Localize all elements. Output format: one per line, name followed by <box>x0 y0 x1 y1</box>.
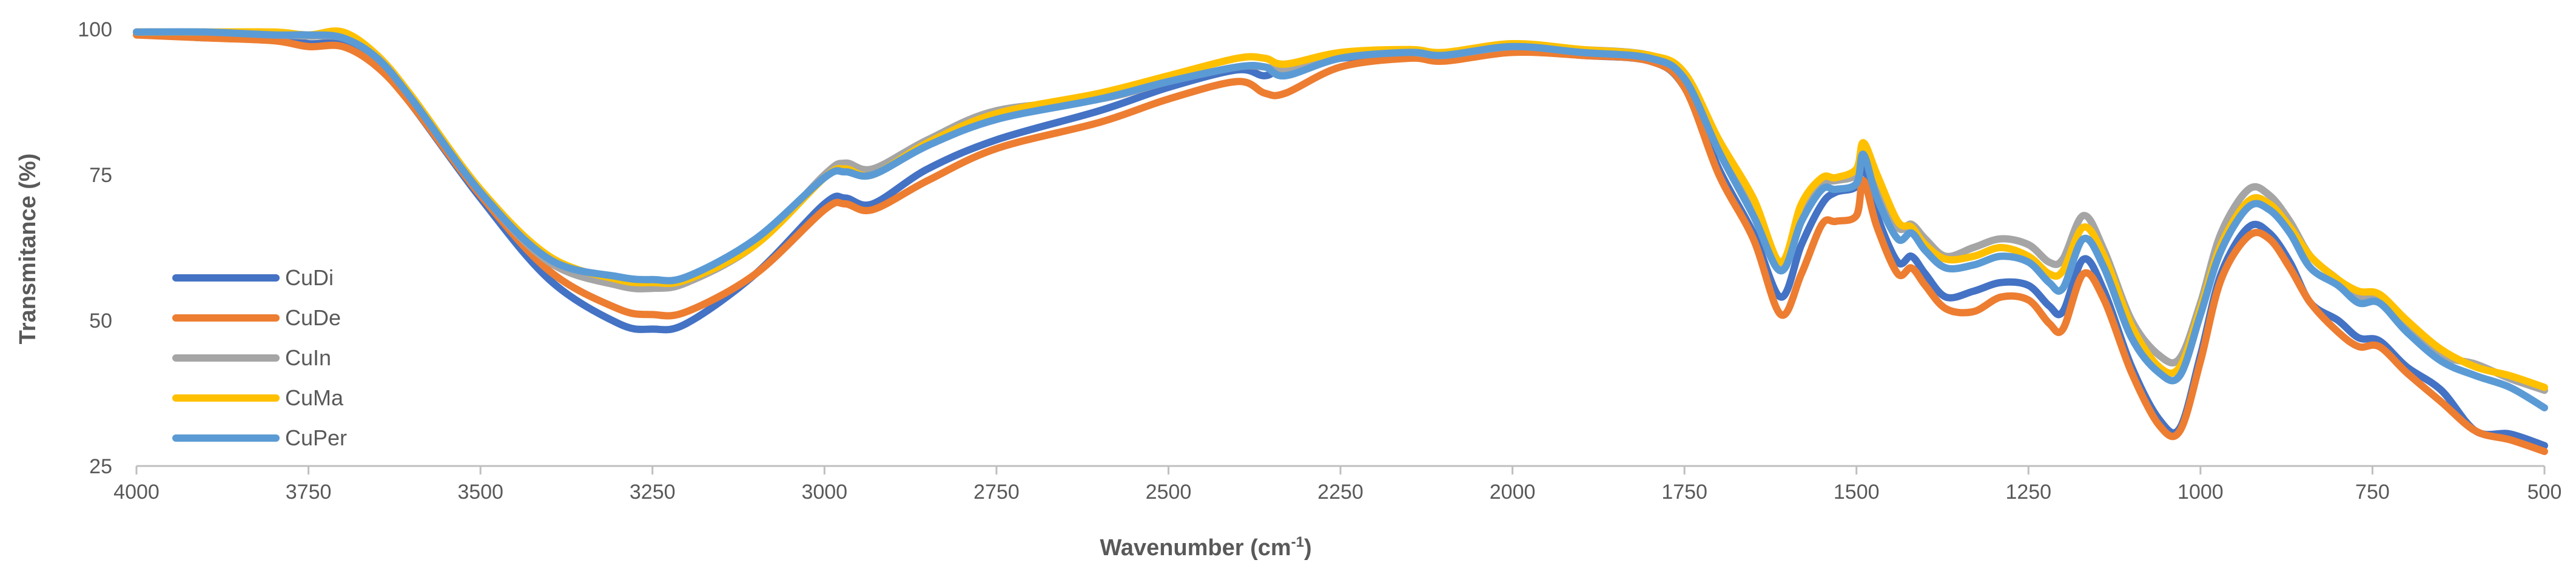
legend: CuDi CuDe CuIn CuMa CuPer <box>172 265 347 450</box>
x-axis-title: Wavenumber (cm-1) <box>1100 534 1311 561</box>
x-tick-label: 1000 <box>2177 481 2224 504</box>
legend-label-cuma: CuMa <box>285 385 344 410</box>
x-tick-label: 2250 <box>1317 481 1364 504</box>
x-tick-label: 1500 <box>1834 481 1880 504</box>
x-tick-label: 2000 <box>1490 481 1536 504</box>
legend-label-cudi: CuDi <box>285 265 334 290</box>
x-tick-label: 750 <box>2355 481 2390 504</box>
x-tick-label: 3000 <box>801 481 847 504</box>
legend-label-cude: CuDe <box>285 305 341 330</box>
y-axis-ticks: 25 50 75 100 <box>78 18 112 478</box>
x-tick-label: 1750 <box>1661 481 1707 504</box>
series-line-cude <box>133 31 2548 455</box>
x-tick-label: 4000 <box>113 481 160 504</box>
y-tick-label: 25 <box>89 455 112 478</box>
y-tick-label: 50 <box>89 309 112 333</box>
x-tick-label: 500 <box>2527 481 2562 504</box>
legend-label-cuin: CuIn <box>285 345 331 370</box>
y-tick-label: 100 <box>78 18 112 41</box>
x-tick-label: 2500 <box>1146 481 1192 504</box>
x-tick-label: 3750 <box>286 481 332 504</box>
x-tick-label: 3500 <box>457 481 503 504</box>
x-tick-label: 1250 <box>2005 481 2051 504</box>
x-tick-label: 2750 <box>974 481 1020 504</box>
x-axis-title-close: ) <box>1304 535 1312 561</box>
series-line-cuper <box>133 28 2548 411</box>
y-tick-label: 75 <box>89 164 112 187</box>
plot-area: 4000 3750 3500 3250 3000 2750 2500 2250 2000 1750… <box>78 18 2561 504</box>
legend-label-cuper: CuPer <box>285 425 347 450</box>
series-group <box>133 27 2548 455</box>
x-axis-title-superscript: -1 <box>1291 534 1304 550</box>
x-tick-label: 3250 <box>630 481 676 504</box>
x-axis-title-main: Wavenumber (cm <box>1100 535 1291 561</box>
x-axis-ticks: 4000 3750 3500 3250 3000 2750 2500 2250 2000 1750… <box>113 466 2561 504</box>
y-axis-title: Transmitance (%) <box>15 154 41 345</box>
series-line-cudi <box>133 28 2548 450</box>
